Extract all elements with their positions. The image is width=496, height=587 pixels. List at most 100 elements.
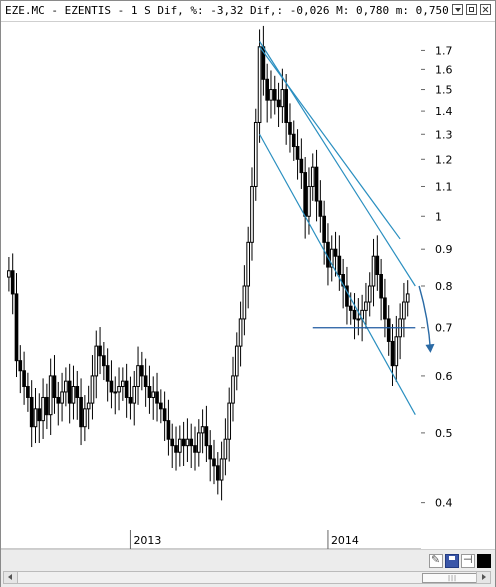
candle-body <box>94 345 99 377</box>
candle-body <box>303 172 307 217</box>
dropdown-icon[interactable] <box>452 4 463 15</box>
candle-body <box>364 301 368 311</box>
color-box-icon[interactable] <box>477 554 491 568</box>
candle-body <box>177 438 182 453</box>
window-title: EZE.MC - EZENTIS - 1 S Dif, %: -3,32 Dif… <box>5 4 455 17</box>
y-tick-label: 0.4 <box>435 497 453 510</box>
candle-body <box>280 89 285 108</box>
x-tick-label: 2013 <box>133 534 161 547</box>
candle-body <box>291 133 296 148</box>
candle-body <box>231 375 235 404</box>
candle-body <box>390 340 395 367</box>
candle-body <box>345 285 349 307</box>
y-tick-label: 1.1 <box>435 180 453 193</box>
lower-channel-line <box>259 133 416 415</box>
candle-body <box>288 121 292 135</box>
candle-body <box>41 396 45 422</box>
candle-body <box>113 391 118 394</box>
candle-body <box>56 396 61 404</box>
candle-body <box>310 166 315 187</box>
candle-body <box>132 386 137 404</box>
candle-body <box>371 255 376 287</box>
y-tick-label: 1.4 <box>435 105 453 118</box>
candle-body <box>208 445 213 460</box>
candle-body <box>250 185 254 243</box>
upper-channel-inner-line <box>259 46 401 240</box>
candle-body <box>265 78 270 101</box>
horizontal-scrollbar[interactable]: ||| <box>3 571 491 584</box>
scroll-thumb[interactable]: ||| <box>422 573 482 583</box>
candle-body <box>204 426 209 447</box>
candle-body <box>189 438 194 447</box>
candle-body <box>143 375 148 388</box>
candle-body <box>102 355 106 367</box>
candle-body <box>67 380 72 404</box>
candle-body <box>200 426 205 434</box>
candle-body <box>147 386 152 398</box>
candle-body <box>253 121 258 187</box>
maximize-icon[interactable] <box>466 4 477 15</box>
candle-body <box>105 365 110 382</box>
scroll-left-icon[interactable] <box>4 572 18 583</box>
candle-body <box>14 293 19 362</box>
candle-body <box>318 200 323 217</box>
y-tick-label: 1.3 <box>435 128 453 141</box>
candle-body <box>341 273 345 287</box>
candle-body <box>158 402 163 410</box>
y-tick-label: 0.6 <box>435 370 453 383</box>
candle-body <box>299 158 304 174</box>
candle-body <box>151 391 156 398</box>
candle-body <box>257 46 262 123</box>
candle-body <box>272 89 277 101</box>
candle-body <box>242 285 247 320</box>
candle-body <box>86 402 91 410</box>
candle-body <box>26 386 30 398</box>
status-bar: ||| <box>1 549 495 587</box>
y-tick-label: 1.2 <box>435 153 453 166</box>
candle-body <box>83 408 87 428</box>
candle-body <box>223 438 228 460</box>
save-icon[interactable] <box>445 554 459 568</box>
pin-icon[interactable] <box>461 553 475 568</box>
candle-body <box>356 318 361 321</box>
candle-body <box>64 380 68 393</box>
candle-body <box>128 396 133 404</box>
candle-body <box>193 445 197 453</box>
candle-body <box>22 370 26 388</box>
candle-body <box>405 293 410 303</box>
candle-body <box>10 270 15 295</box>
candle-body <box>337 255 342 275</box>
price-chart[interactable]: 1.7 1.6 1.5 1.4 1.3 1.2 1.1 1 0.9 0.8 0.7 0.6 0.5 0.4… <box>1 22 495 549</box>
candle-body <box>166 420 171 440</box>
y-tick-label: 1.5 <box>435 84 453 97</box>
tools-icon[interactable] <box>429 553 443 568</box>
candle-body <box>75 386 80 398</box>
candle-body <box>117 386 121 393</box>
window-controls <box>452 4 491 15</box>
candle-body <box>276 99 281 108</box>
candle-body <box>33 408 38 428</box>
candle-body <box>238 318 243 347</box>
candle-body <box>269 89 273 101</box>
candle-body <box>284 89 288 123</box>
candle-body <box>71 386 76 404</box>
candle-body <box>333 248 338 257</box>
candle-body <box>295 146 300 160</box>
candle-body <box>375 255 380 275</box>
candle-body <box>162 408 167 422</box>
candle-body <box>352 309 357 320</box>
candle-body <box>98 345 102 357</box>
candle-body <box>314 166 319 202</box>
candle-body <box>174 445 178 453</box>
candle-body <box>402 301 406 320</box>
y-tick-label: 0.8 <box>435 280 453 293</box>
candle-body <box>227 402 232 440</box>
y-tick-label: 0.7 <box>435 322 453 335</box>
candle-body <box>109 380 114 393</box>
x-tick-label: 2014 <box>331 534 359 547</box>
scroll-right-icon[interactable] <box>476 572 490 583</box>
candle-body <box>383 297 387 320</box>
status-icons <box>429 553 491 568</box>
candle-body <box>329 248 334 268</box>
close-icon[interactable] <box>480 4 491 15</box>
